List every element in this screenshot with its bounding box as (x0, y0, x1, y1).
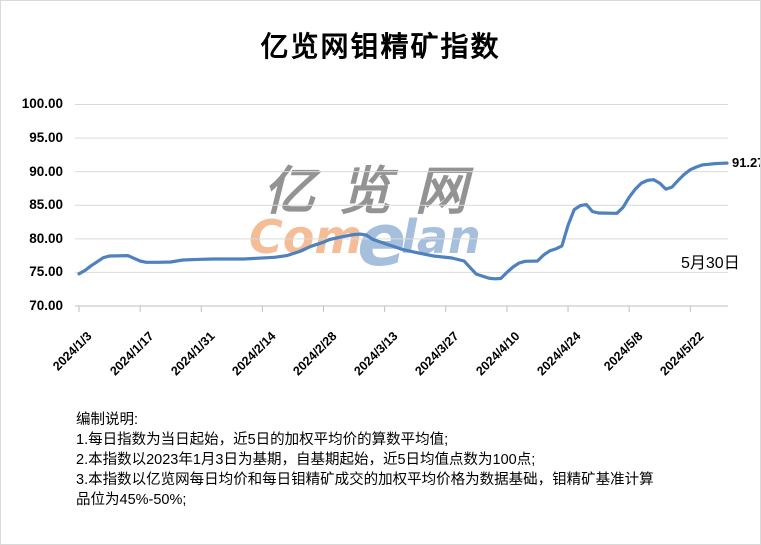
watermark-part-e: e (357, 198, 407, 282)
chart-title: 亿览网钼精矿指数 (260, 30, 501, 63)
watermark-part-lan: lan (401, 210, 481, 264)
data-line (77, 161, 729, 281)
